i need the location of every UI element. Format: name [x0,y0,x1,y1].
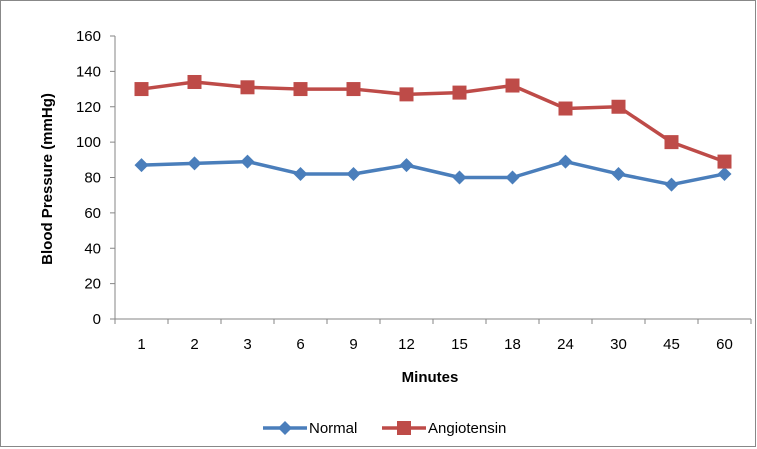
data-point-angiotensin [240,80,255,95]
x-tick-label: 1 [137,336,145,353]
data-point-normal [664,177,679,192]
data-point-normal [505,170,520,185]
y-tick-label: 40 [84,240,101,257]
x-tick-label: 3 [243,336,251,353]
x-tick-label: 12 [398,336,415,353]
x-tick-label: 15 [451,336,468,353]
legend: Normal Angiotensin [263,420,506,437]
data-point-normal [240,154,255,169]
series-line-angiotensin [141,80,726,164]
data-point-normal [558,154,573,169]
data-point-angiotensin [558,101,573,116]
data-point-angiotensin [346,82,361,97]
y-tick-label: 80 [84,170,101,187]
series-line-normal [141,159,725,187]
y-tick-label: 140 [76,63,101,80]
x-tick-label: 6 [296,336,304,353]
data-point-normal [717,166,732,181]
x-tick-label: 18 [504,336,521,353]
y-tick-label: 60 [84,205,101,222]
x-tick-label: 24 [557,336,574,353]
legend-label-normal: Normal [309,420,357,437]
data-point-angiotensin [505,78,520,93]
data-point-angiotensin [452,85,467,100]
data-point-normal [346,166,361,181]
data-point-angiotensin [134,82,149,97]
data-point-normal [134,158,149,173]
y-tick-label: 160 [76,28,101,45]
y-axis: 0 20 40 60 80 100 120 140 160 [76,28,116,328]
data-point-normal [611,166,626,181]
x-axis-title: Minutes [402,369,459,386]
x-tick-label: 30 [610,336,627,353]
x-tick-label: 2 [190,336,198,353]
y-axis-title: Blood Pressure (mmHg) [39,93,56,265]
y-tick-label: 20 [84,276,101,293]
x-tick-label: 9 [349,336,357,353]
data-point-angiotensin [187,74,202,89]
data-point-angiotensin [293,82,308,97]
series-lines [134,74,732,192]
data-point-normal [399,158,414,173]
legend-marker-normal [278,421,292,435]
data-point-normal [187,156,202,171]
data-point-angiotensin [611,99,626,114]
x-tick-label: 60 [716,336,733,353]
data-point-normal [293,166,308,181]
data-point-angiotensin [399,87,414,102]
y-tick-label: 0 [93,311,101,328]
y-tick-label: 120 [76,99,101,116]
data-point-normal [452,170,467,185]
data-point-angiotensin [664,135,679,150]
legend-label-angiotensin: Angiotensin [428,420,506,437]
x-tick-label: 45 [663,336,680,353]
y-tick-label: 100 [76,134,101,151]
data-point-angiotensin [717,154,732,169]
x-axis: 1 2 3 6 9 12 15 18 24 30 45 60 [114,318,752,353]
legend-marker-angiotensin [397,421,411,435]
